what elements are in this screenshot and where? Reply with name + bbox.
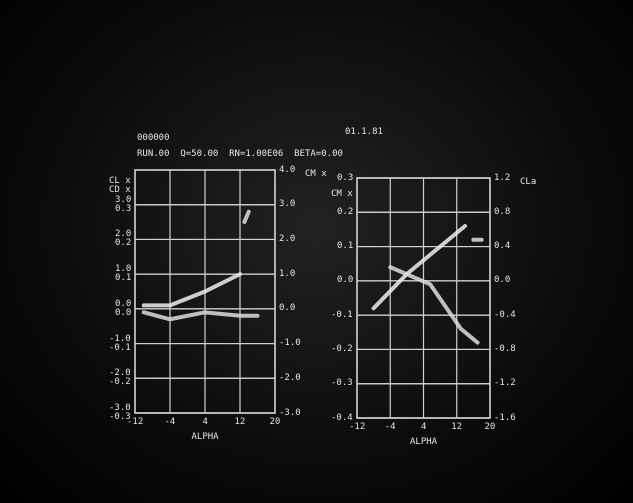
y2-tick-label: -0.4 bbox=[494, 311, 516, 320]
y-tick-label: 0.2 bbox=[337, 208, 353, 217]
x-tick-label: 4 bbox=[203, 418, 208, 427]
x-tick-label: 4 bbox=[421, 423, 426, 432]
y-tick-label: 0.0 0.0 bbox=[115, 300, 131, 318]
y-tick-label: 2.0 0.2 bbox=[115, 230, 131, 248]
y2-tick-label: -0.8 bbox=[494, 345, 516, 354]
crt-screen: 000000 RUN.00 Q=50.00 RN=1.00E06 BETA=0.… bbox=[0, 0, 633, 503]
y2-tick-label: -2.0 bbox=[279, 374, 301, 383]
y2-tick-label: 0.0 bbox=[279, 304, 295, 313]
x-tick-label: -4 bbox=[385, 423, 396, 432]
x-tick-label: 12 bbox=[235, 418, 246, 427]
y-tick-label: -1.0 -0.1 bbox=[109, 335, 131, 353]
data-line bbox=[244, 212, 248, 222]
y-tick-label: -0.4 bbox=[331, 414, 353, 423]
data-line bbox=[374, 226, 465, 308]
y-tick-label: -0.2 bbox=[331, 345, 353, 354]
y2-tick-label: 0.8 bbox=[494, 208, 510, 217]
y2-axis-label: CM x bbox=[305, 170, 327, 179]
data-line bbox=[144, 274, 240, 305]
x-tick-label: 20 bbox=[270, 418, 281, 427]
y-tick-label: 1.0 0.1 bbox=[115, 265, 131, 283]
y2-tick-label: -1.6 bbox=[494, 414, 516, 423]
header-date: 01.1.81 bbox=[345, 128, 383, 137]
y2-tick-label: -3.0 bbox=[279, 409, 301, 418]
y-tick-label: 3.0 0.3 bbox=[115, 196, 131, 214]
y2-tick-label: 4.0 bbox=[279, 166, 295, 175]
y2-tick-label: 2.0 bbox=[279, 235, 295, 244]
x-tick-label: 12 bbox=[451, 423, 462, 432]
y-tick-label: 0.1 bbox=[337, 242, 353, 251]
y2-tick-label: -1.2 bbox=[494, 379, 516, 388]
x-axis-label: ALPHA bbox=[410, 438, 437, 447]
chart-canvas bbox=[0, 0, 633, 503]
y2-tick-label: 1.0 bbox=[279, 270, 295, 279]
x-tick-label: -12 bbox=[349, 423, 365, 432]
x-tick-label: 20 bbox=[485, 423, 496, 432]
y-axis-label: CM x bbox=[331, 190, 353, 199]
y-tick-label: 0.0 bbox=[337, 276, 353, 285]
y2-tick-label: 3.0 bbox=[279, 200, 295, 209]
y-tick-label: -2.0 -0.2 bbox=[109, 369, 131, 387]
x-tick-label: -4 bbox=[165, 418, 176, 427]
y-tick-label: 0.3 bbox=[337, 174, 353, 183]
y-tick-label: -0.1 bbox=[331, 311, 353, 320]
x-axis-label: ALPHA bbox=[192, 433, 219, 442]
y2-axis-label: CLa bbox=[520, 178, 536, 187]
header-id: 000000 bbox=[137, 134, 170, 143]
y2-tick-label: -1.0 bbox=[279, 339, 301, 348]
y-tick-label: -0.3 bbox=[331, 379, 353, 388]
header-run: RUN.00 Q=50.00 RN=1.00E06 BETA=0.00 bbox=[137, 150, 343, 159]
y-axis-label: CL x CD x bbox=[109, 177, 131, 195]
y2-tick-label: 0.4 bbox=[494, 242, 510, 251]
y2-tick-label: 1.2 bbox=[494, 174, 510, 183]
y-tick-label: -3.0 -0.3 bbox=[109, 404, 131, 422]
y2-tick-label: 0.0 bbox=[494, 276, 510, 285]
